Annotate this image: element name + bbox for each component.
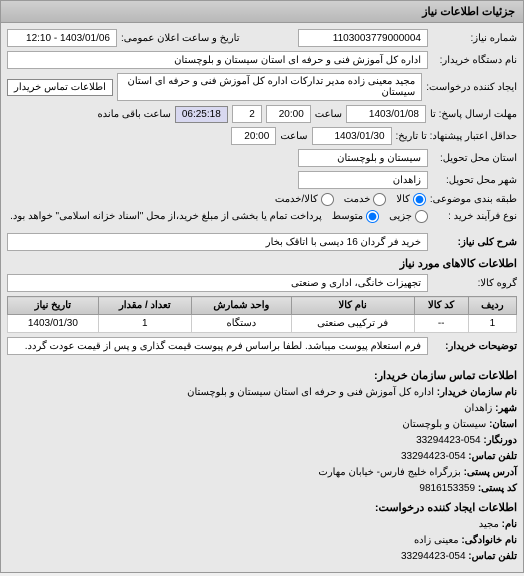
panel-body: شماره نیاز: 1103003779000004 تاریخ و ساع… xyxy=(1,23,523,572)
panel-title: جزئیات اطلاعات نیاز xyxy=(1,1,523,23)
hadaghal-label: حداقل اعتبار پیشنهاد: تا تاریخ: xyxy=(396,131,517,142)
hadaghal-time-label: ساعت xyxy=(280,131,307,142)
tabaghe-opt-2-label: کالا/خدمت xyxy=(275,194,318,205)
table-header-row: ردیف کد کالا نام کالا واحد شمارش تعداد /… xyxy=(8,297,517,315)
contact-info-line: کد پستی: 9816153359 xyxy=(7,482,517,495)
contact-info-button[interactable]: اطلاعات تماس خریدار xyxy=(7,79,113,96)
ostan-value: سیستان و بلوچستان xyxy=(298,149,428,167)
contact-info-line: استان: سیستان و بلوچستان xyxy=(7,418,517,431)
tarikh-elan-label: تاریخ و ساعت اعلان عمومی: xyxy=(121,33,240,44)
contact-info-line: آدرس پستی: بزرگراه خلیج فارس- خیابان مها… xyxy=(7,466,517,479)
ijad-konande-value: مجید معینی زاده مدیر تدارکات اداره کل آم… xyxy=(117,73,422,101)
tabaghe-opt-1-label: خدمت xyxy=(344,194,371,205)
noe-opt-1[interactable]: متوسط xyxy=(332,210,379,223)
contact-info-line: دورنگار: 054-33294423 xyxy=(7,434,517,447)
requester-info-line: نام خانوادگی: معینی زاده xyxy=(7,534,517,547)
noe-note: پرداخت تمام یا بخشی از مبلغ خرید،از محل … xyxy=(10,211,322,222)
tabaghe-opt-2[interactable]: کالا/خدمت xyxy=(275,193,334,206)
col-kod: کد کالا xyxy=(414,297,468,315)
goroh-value: تجهیزات خانگی، اداری و صنعتی xyxy=(7,274,428,292)
sharh-value: خرید فر گردان 16 دیسی با اتاقک بخار xyxy=(7,233,428,251)
items-table: ردیف کد کالا نام کالا واحد شمارش تعداد /… xyxy=(7,296,517,333)
requester-info-line: نام: مجید xyxy=(7,518,517,531)
col-tarikh: تاریخ نیاز xyxy=(8,297,99,315)
noe-farayand-label: نوع فرآیند خرید : xyxy=(432,211,517,222)
kalaha-title: اطلاعات کالاهای مورد نیاز xyxy=(7,257,517,270)
tarikh-elan-value: 1403/01/06 - 12:10 xyxy=(7,29,117,47)
col-tedad: تعداد / مقدار xyxy=(98,297,191,315)
shomare-niaz-label: شماره نیاز: xyxy=(432,33,517,44)
tabaghe-opt-0-label: کالا xyxy=(396,194,410,205)
remain-label: ساعت باقی مانده xyxy=(97,109,170,120)
radio-kala-khedmat[interactable] xyxy=(321,193,334,206)
mohlat-count: 2 xyxy=(232,105,262,123)
shomare-niaz-value: 1103003779000004 xyxy=(298,29,428,47)
table-row: 1--فر ترکیبی صنعتیدستگاه11403/01/30 xyxy=(8,315,517,333)
table-cell: فر ترکیبی صنعتی xyxy=(291,315,414,333)
shahr-value: زاهدان xyxy=(298,171,428,189)
col-nam: نام کالا xyxy=(291,297,414,315)
radio-jozi[interactable] xyxy=(415,210,428,223)
remaining-time: 06:25:18 xyxy=(175,106,228,123)
table-cell: -- xyxy=(414,315,468,333)
goroh-label: گروه کالا: xyxy=(432,278,517,289)
mohlat-time-label: ساعت xyxy=(315,109,342,120)
nam-dastgah-value: اداره کل آموزش فنی و حرفه ای استان سیستا… xyxy=(7,51,428,69)
hadaghal-date: 1403/01/30 xyxy=(312,127,392,145)
noe-opt-0[interactable]: جزیی xyxy=(389,210,428,223)
table-cell: 1403/01/30 xyxy=(8,315,99,333)
sharh-label: شرح کلی نیاز: xyxy=(432,237,517,248)
tamas-title2: اطلاعات ایجاد کننده درخواست: xyxy=(7,501,517,514)
noe-farayand-radio-group: جزیی متوسط xyxy=(332,210,428,223)
table-cell: دستگاه xyxy=(191,315,291,333)
ostan-label: استان محل تحویل: xyxy=(432,153,517,164)
shahr-label: شهر محل تحویل: xyxy=(432,175,517,186)
tabaghe-label: طبقه بندی موضوعی: xyxy=(430,194,517,205)
tozihat-value: فرم استعلام پیوست میباشد. لطفا براساس فر… xyxy=(7,337,428,355)
noe-opt-0-label: جزیی xyxy=(389,211,412,222)
tabaghe-opt-0[interactable]: کالا xyxy=(396,193,426,206)
tozihat-label: توضیحات خریدار: xyxy=(432,341,517,352)
radio-kala[interactable] xyxy=(413,193,426,206)
details-panel: جزئیات اطلاعات نیاز شماره نیاز: 11030037… xyxy=(0,0,524,573)
noe-opt-1-label: متوسط xyxy=(332,211,363,222)
table-cell: 1 xyxy=(98,315,191,333)
hadaghal-time: 20:00 xyxy=(231,127,276,145)
contact-info-line: شهر: زاهدان xyxy=(7,402,517,415)
nam-dastgah-label: نام دستگاه خریدار: xyxy=(432,55,517,66)
contact-info-line: نام سازمان خریدار: اداره کل آموزش فنی و … xyxy=(7,386,517,399)
tabaghe-opt-1[interactable]: خدمت xyxy=(344,193,387,206)
col-radif: ردیف xyxy=(468,297,516,315)
requester-info-line: تلفن تماس: 054-33294423 xyxy=(7,550,517,563)
table-cell: 1 xyxy=(468,315,516,333)
ijad-konande-label: ایجاد کننده درخواست: xyxy=(426,82,517,93)
radio-motevaset[interactable] xyxy=(366,210,379,223)
radio-khedmat[interactable] xyxy=(373,193,386,206)
mohlat-label: مهلت ارسال پاسخ: تا xyxy=(430,109,517,120)
col-vahed: واحد شمارش xyxy=(191,297,291,315)
tabaghe-radio-group: کالا خدمت کالا/خدمت xyxy=(275,193,426,206)
tamas-title: اطلاعات تماس سازمان خریدار: xyxy=(7,369,517,382)
mohlat-date: 1403/01/08 xyxy=(346,105,426,123)
mohlat-time: 20:00 xyxy=(266,105,311,123)
contact-info-line: تلفن تماس: 054-33294423 xyxy=(7,450,517,463)
